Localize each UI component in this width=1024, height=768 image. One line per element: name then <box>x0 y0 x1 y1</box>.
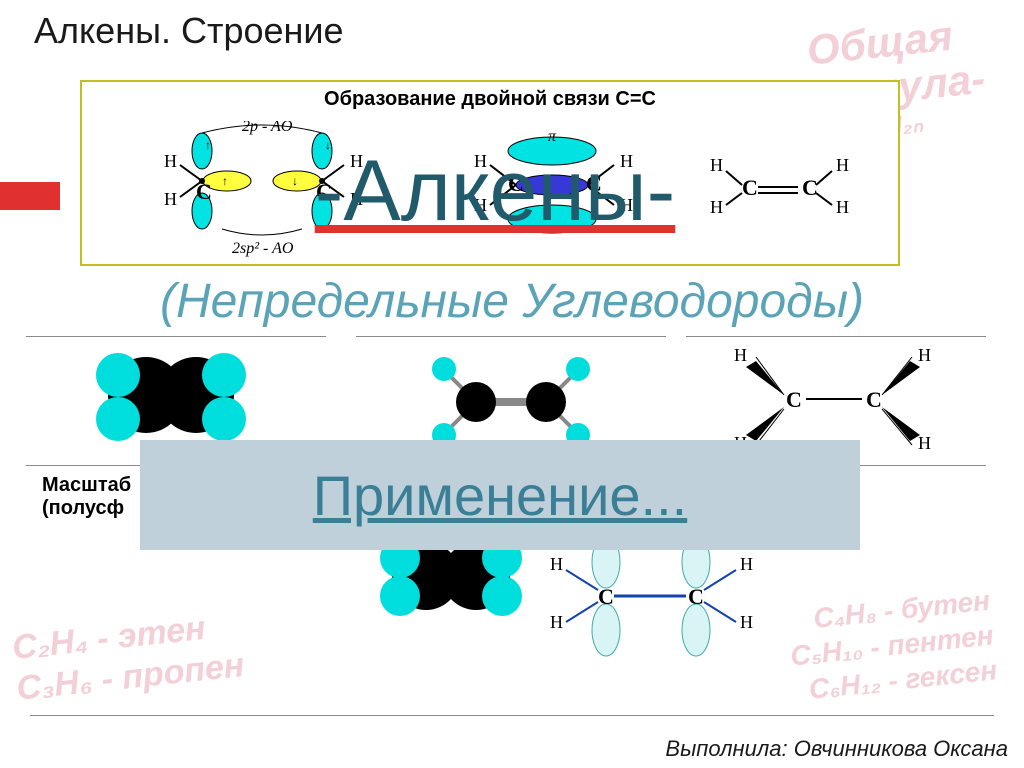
svg-text:H: H <box>836 197 849 217</box>
application-link-box[interactable]: Применение... <box>140 440 860 550</box>
bond-diagram-title: Образование двойной связи C=C <box>82 82 898 111</box>
svg-text:C: C <box>598 584 614 609</box>
svg-text:H: H <box>740 612 753 632</box>
slide-title: Алкены. Строение <box>34 10 344 52</box>
caption-l2: (полусф <box>42 497 124 519</box>
subtitle: (Непредельные Углеводороды) <box>0 274 1024 329</box>
svg-text:C: C <box>786 387 802 412</box>
footer-rule <box>30 715 994 716</box>
svg-text:H: H <box>550 612 563 632</box>
caption-l1: Масштаб <box>42 474 131 496</box>
svg-text:H: H <box>918 345 931 365</box>
svg-text:H: H <box>740 554 753 574</box>
svg-text:C: C <box>688 584 704 609</box>
main-title-box: -Алкены- <box>186 136 804 246</box>
svg-text:H: H <box>164 151 177 171</box>
svg-text:H: H <box>164 189 177 209</box>
ann-2p: 2p - AO <box>242 121 293 135</box>
accent-bar <box>0 182 60 210</box>
series-left-watermark: C₂H₄ - этен C₃H₆ - пропен <box>10 605 246 710</box>
application-link[interactable]: Применение... <box>313 463 687 528</box>
svg-text:H: H <box>836 155 849 175</box>
series-right-watermark: C₄H₈ - бутен C₅H₁₀ - пентен C₆H₁₂ - гекс… <box>785 583 999 709</box>
main-title: -Алкены- <box>315 142 676 241</box>
svg-text:C: C <box>802 175 818 200</box>
svg-text:H: H <box>550 554 563 574</box>
model-orbital-bottom: C C H H H H <box>506 526 826 686</box>
svg-text:C: C <box>866 387 882 412</box>
svg-text:H: H <box>918 433 931 453</box>
svg-text:H: H <box>734 345 747 365</box>
model-caption: Масштаб (полусф <box>42 474 131 520</box>
author-credit: Выполнила: Овчинникова Оксана <box>665 736 1008 762</box>
